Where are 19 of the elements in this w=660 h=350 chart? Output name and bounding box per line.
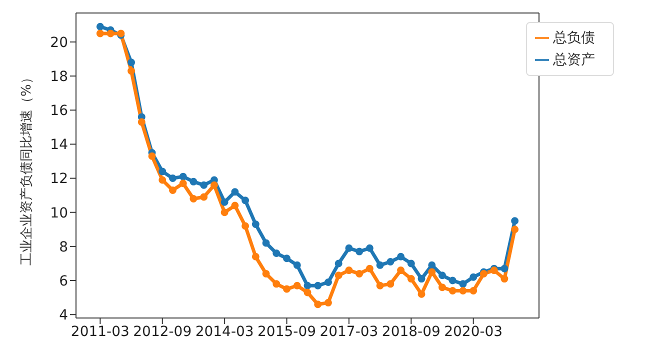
y-axis-title: 工业企业资产负债同比增速（%） bbox=[20, 71, 35, 266]
x-tick-label: 2015-09 bbox=[258, 324, 316, 340]
legend-label: 总资产 bbox=[553, 52, 595, 68]
legend-label: 总负债 bbox=[553, 30, 595, 46]
x-tick-label: 2012-09 bbox=[133, 324, 192, 340]
y-tick-label: 4 bbox=[59, 308, 68, 324]
y-tick-label: 14 bbox=[50, 137, 68, 154]
y-tick-label: 8 bbox=[59, 239, 68, 256]
y-tick-label: 16 bbox=[50, 103, 68, 120]
y-tick-label: 6 bbox=[59, 273, 68, 290]
x-tick-label: 2014-03 bbox=[195, 324, 254, 340]
x-tick-label: 2018-09 bbox=[382, 324, 440, 340]
y-tick-label: 18 bbox=[50, 69, 68, 86]
x-tick-label: 2011-03 bbox=[70, 324, 130, 340]
x-tick-label: 2020-03 bbox=[444, 324, 503, 340]
y-tick-label: 12 bbox=[50, 171, 68, 188]
y-tick-label: 10 bbox=[50, 205, 68, 222]
y-tick-label: 20 bbox=[50, 34, 68, 51]
x-tick-label: 2017-03 bbox=[320, 324, 378, 340]
